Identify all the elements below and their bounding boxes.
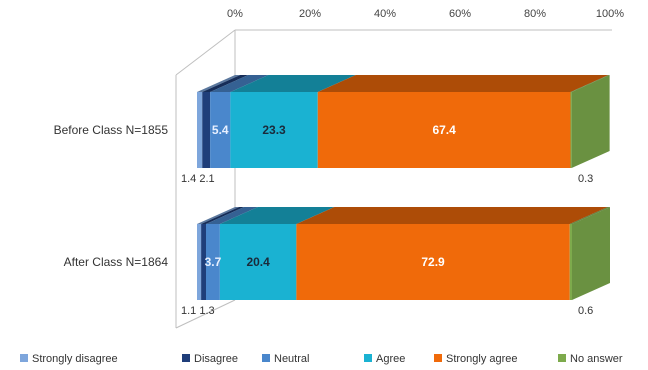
category-labels: Before Class N=1855 After Class N=1864 bbox=[54, 123, 169, 269]
x-axis-ticks: 0% 20% 40% 60% 80% 100% bbox=[227, 8, 624, 20]
x-tick-label: 20% bbox=[299, 8, 321, 20]
bar-top-neutral bbox=[206, 207, 258, 224]
legend-label: Strongly disagree bbox=[32, 353, 118, 365]
data-label: 23.3 bbox=[262, 123, 286, 137]
bar-top-agree bbox=[230, 75, 356, 92]
bar-segment-strongly-agree bbox=[317, 92, 571, 168]
bar-top-strongly-disagree bbox=[197, 207, 240, 224]
x-tick-label: 40% bbox=[374, 8, 396, 20]
x-tick-label: 60% bbox=[449, 8, 471, 20]
bar-segment-agree bbox=[230, 92, 318, 168]
legend-label: Disagree bbox=[194, 353, 238, 365]
legend-swatch bbox=[20, 354, 28, 362]
data-label: 1.4 2.1 bbox=[181, 173, 215, 185]
bar-segment-agree bbox=[219, 224, 297, 300]
legend-label: Neutral bbox=[274, 353, 309, 365]
bar-segment-neutral bbox=[210, 92, 231, 168]
bar-top-agree bbox=[219, 207, 335, 224]
legend-label: No answer bbox=[570, 353, 623, 365]
floor-line bbox=[175, 299, 236, 329]
legend-swatch bbox=[434, 354, 442, 362]
bar-top-neutral bbox=[210, 75, 269, 92]
data-label: 0.3 bbox=[578, 173, 593, 185]
data-label: 67.4 bbox=[432, 123, 456, 137]
bar-top-no-answer bbox=[569, 207, 610, 224]
bar-segment-no-answer bbox=[570, 92, 572, 168]
bar-top-strongly-agree bbox=[296, 207, 608, 224]
legend-swatch bbox=[262, 354, 270, 362]
bar-segment-disagree bbox=[202, 92, 211, 168]
bar-segment-strongly-agree bbox=[296, 224, 570, 300]
data-label: 20.4 bbox=[246, 255, 270, 269]
bar-segment-no-answer bbox=[569, 224, 572, 300]
x-tick-label: 0% bbox=[227, 8, 243, 20]
bar-top-strongly-agree bbox=[317, 75, 609, 92]
bar-segment-strongly-disagree bbox=[197, 92, 203, 168]
bar-segment-neutral bbox=[206, 224, 220, 300]
bar-top-no-answer bbox=[570, 75, 610, 92]
x-tick-label: 100% bbox=[596, 8, 624, 20]
legend-label: Agree bbox=[376, 353, 405, 365]
data-label: 1.1 1.3 bbox=[181, 305, 215, 317]
bar-top-strongly-disagree bbox=[197, 75, 241, 92]
legend-swatch bbox=[558, 354, 566, 362]
data-label: 5.4 bbox=[212, 123, 229, 137]
legend-swatch bbox=[182, 354, 190, 362]
x-tick-label: 80% bbox=[524, 8, 546, 20]
bar-top-disagree bbox=[201, 207, 244, 224]
data-label: 72.9 bbox=[421, 255, 445, 269]
data-label: 3.7 bbox=[205, 255, 222, 269]
legend-swatch bbox=[364, 354, 372, 362]
diag-line bbox=[175, 29, 236, 76]
bar-side-face bbox=[571, 75, 610, 168]
bar-segment-strongly-disagree bbox=[197, 224, 202, 300]
category-label: After Class N=1864 bbox=[64, 255, 169, 269]
bar-segment-disagree bbox=[201, 224, 206, 300]
legend-label: Strongly agree bbox=[446, 353, 518, 365]
legend: Strongly disagree Disagree Neutral Agree Str… bbox=[20, 353, 623, 365]
category-label: Before Class N=1855 bbox=[54, 123, 169, 137]
bars-group: 5.4 23.3 67.4 3.7 20.4 72.9 1.4 2.1 0.3 1.1 1.3 0… bbox=[181, 75, 610, 317]
bar-top-disagree bbox=[202, 75, 249, 92]
bar-side-face bbox=[572, 207, 610, 300]
data-label: 0.6 bbox=[578, 305, 593, 317]
